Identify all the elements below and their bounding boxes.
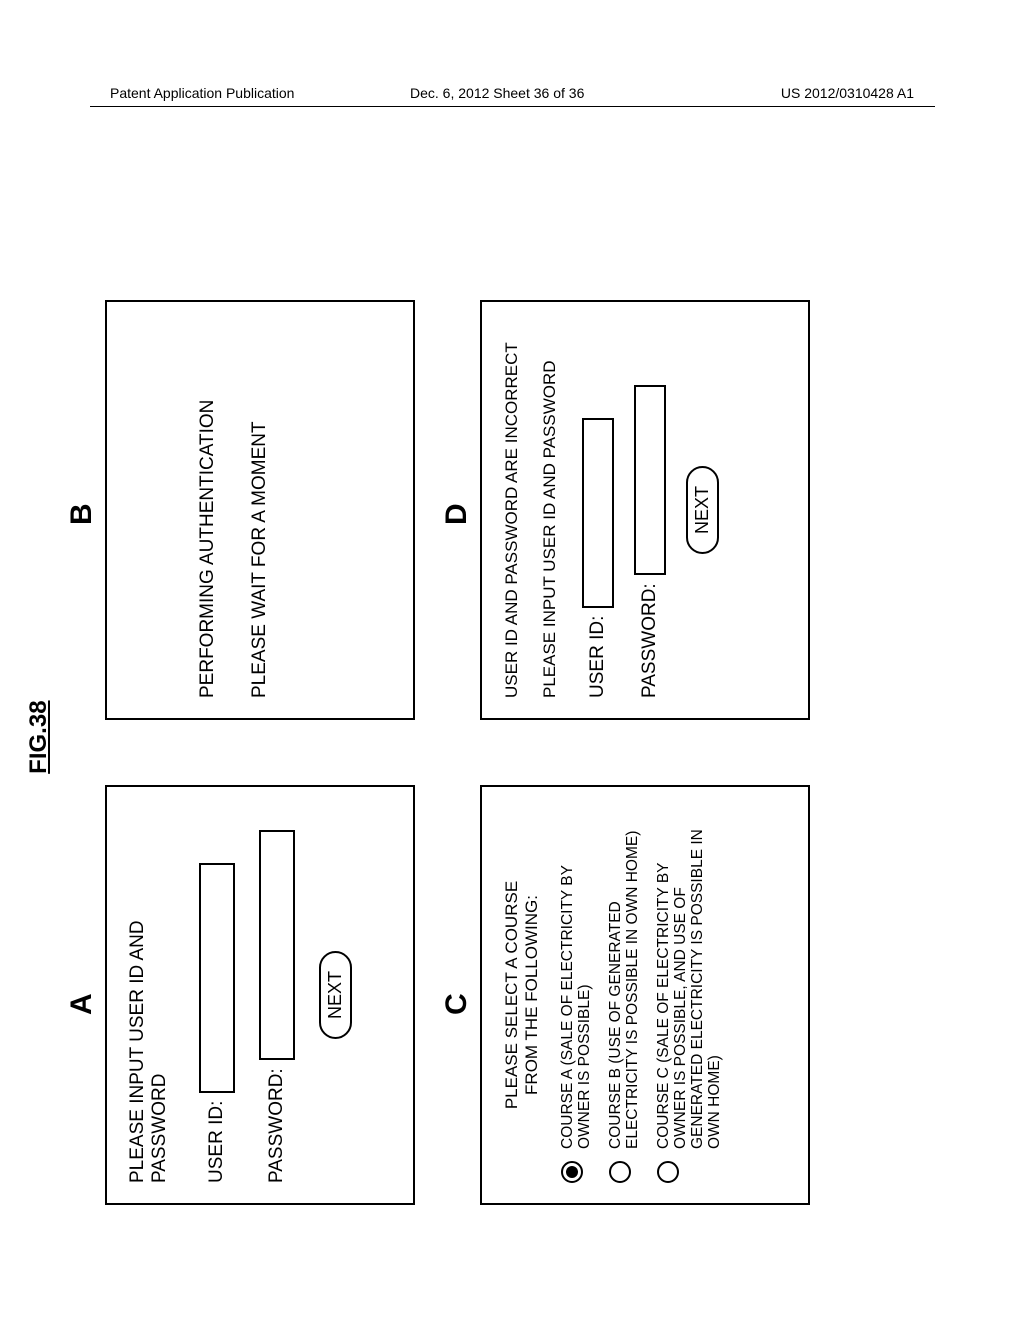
auth-line2: PLEASE WAIT FOR A MOMENT <box>249 322 271 698</box>
header-left: Patent Application Publication <box>110 85 294 101</box>
password-row: PASSWORD: <box>634 322 666 698</box>
radio-icon[interactable] <box>657 1161 679 1183</box>
next-button[interactable]: NEXT <box>319 951 352 1039</box>
course-prompt: PLEASE SELECT A COURSE FROM THE FOLLOWIN… <box>502 807 541 1183</box>
rotated-figure-stage: FIG.38 A B C D PLEASE INPUT USER ID AND … <box>20 250 840 1220</box>
figure-title: FIG.38 <box>25 700 53 773</box>
course-option-C-text: COURSE C (SALE OF ELECTRICITY BY OWNER I… <box>655 807 723 1149</box>
userid-row: USER ID: <box>582 322 614 698</box>
panel-label-B: B <box>65 503 99 525</box>
header-center: Dec. 6, 2012 Sheet 36 of 36 <box>410 85 584 101</box>
panel-label-A: A <box>65 993 99 1015</box>
panel-label-D: D <box>440 503 474 525</box>
course-option-C[interactable]: COURSE C (SALE OF ELECTRICITY BY OWNER I… <box>655 807 723 1183</box>
password-label: PASSWORD: <box>639 583 661 698</box>
auth-line1: PERFORMING AUTHENTICATION <box>197 322 219 698</box>
login-prompt: PLEASE INPUT USER ID AND PASSWORD <box>127 807 171 1183</box>
radio-icon[interactable] <box>609 1161 631 1183</box>
password-row: PASSWORD: <box>259 807 295 1183</box>
course-prompt-line2: FROM THE FOLLOWING: <box>522 895 541 1095</box>
next-button[interactable]: NEXT <box>686 466 719 554</box>
userid-label: USER ID: <box>206 1101 228 1183</box>
course-option-A-text: COURSE A (SALE OF ELECTRICITY BY OWNER I… <box>559 807 593 1149</box>
userid-input[interactable] <box>582 418 614 608</box>
password-input[interactable] <box>634 385 666 575</box>
screen-B-authenticating: PERFORMING AUTHENTICATION PLEASE WAIT FO… <box>105 300 415 720</box>
course-option-B[interactable]: COURSE B (USE OF GENERATED ELECTRICITY I… <box>607 807 641 1183</box>
screen-D-login-error: USER ID AND PASSWORD ARE INCORRECT PLEAS… <box>480 300 810 720</box>
screen-C-course-select: PLEASE SELECT A COURSE FROM THE FOLLOWIN… <box>480 785 810 1205</box>
page-header: Patent Application Publication Dec. 6, 2… <box>0 85 1024 101</box>
course-prompt-line1: PLEASE SELECT A COURSE <box>502 881 521 1109</box>
userid-row: USER ID: <box>199 807 235 1183</box>
course-option-B-text: COURSE B (USE OF GENERATED ELECTRICITY I… <box>607 807 641 1149</box>
header-rule <box>90 106 935 107</box>
screen-A-login: PLEASE INPUT USER ID AND PASSWORD USER I… <box>105 785 415 1205</box>
header-right: US 2012/0310428 A1 <box>781 85 914 101</box>
login-error-text: USER ID AND PASSWORD ARE INCORRECT <box>502 322 522 698</box>
radio-icon[interactable] <box>561 1161 583 1183</box>
login-retry-prompt: PLEASE INPUT USER ID AND PASSWORD <box>540 322 560 698</box>
password-label: PASSWORD: <box>266 1068 288 1183</box>
course-option-A[interactable]: COURSE A (SALE OF ELECTRICITY BY OWNER I… <box>559 807 593 1183</box>
panel-label-C: C <box>440 993 474 1015</box>
userid-label: USER ID: <box>587 616 609 698</box>
password-input[interactable] <box>259 830 295 1060</box>
userid-input[interactable] <box>199 863 235 1093</box>
figure-area: FIG.38 A B C D PLEASE INPUT USER ID AND … <box>95 175 915 1145</box>
